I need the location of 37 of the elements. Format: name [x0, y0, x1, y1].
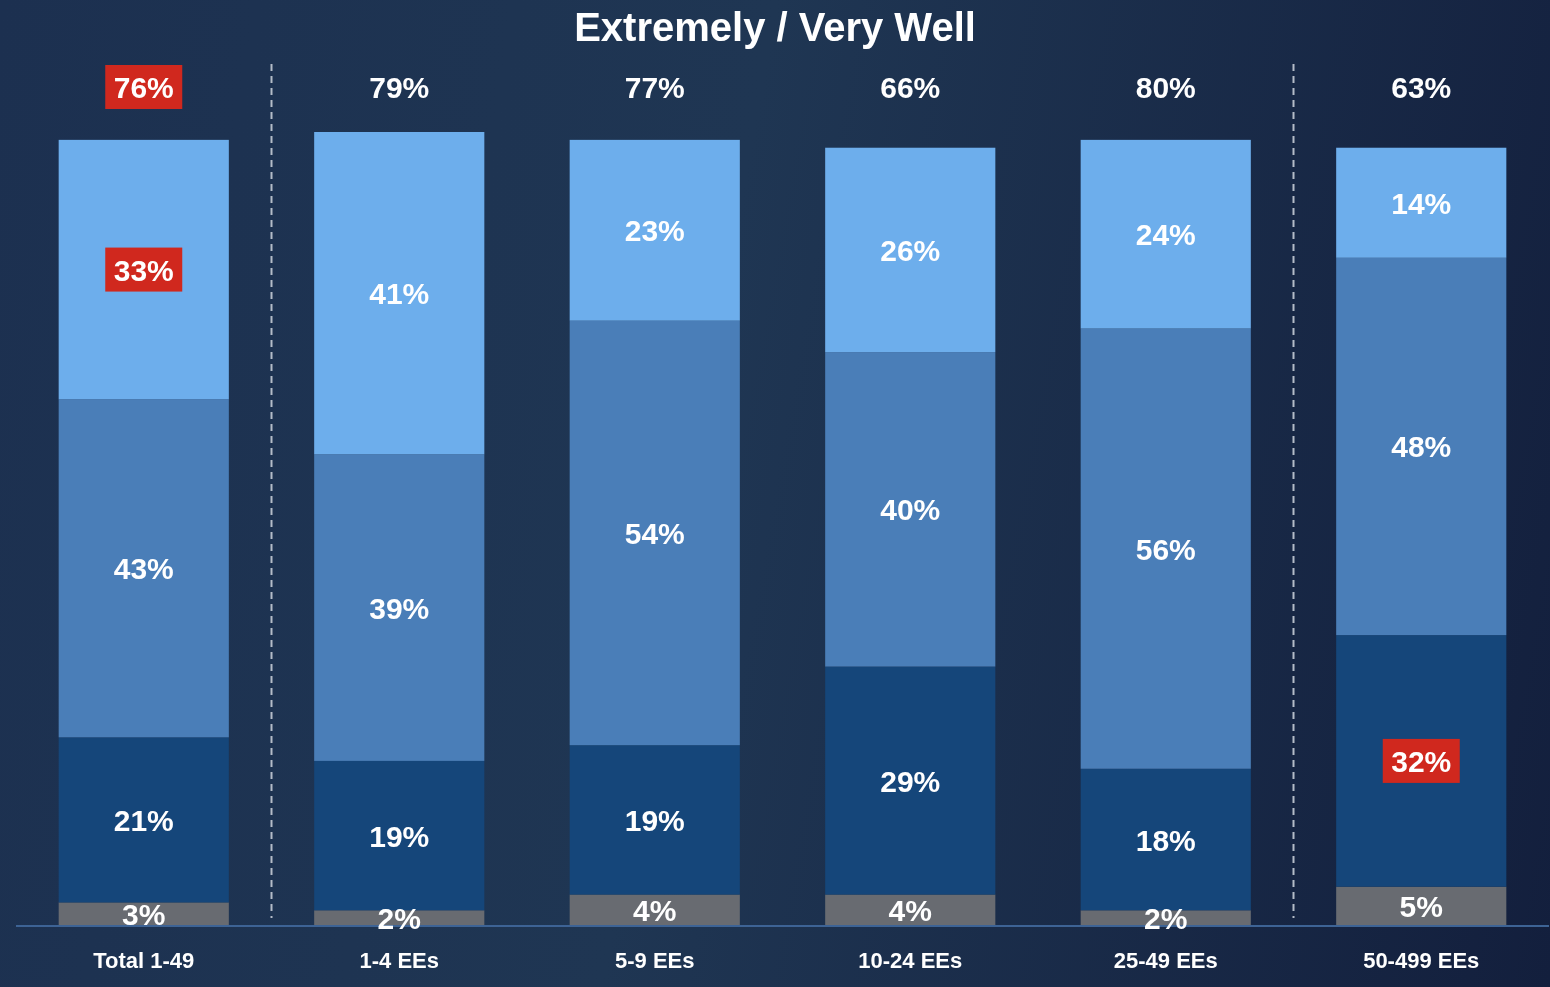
data-label: 54% — [624, 516, 685, 550]
chart-title: Extremely / Very Well — [574, 5, 976, 49]
data-label: 26% — [880, 233, 941, 267]
x-tick-label: 5-9 EEs — [615, 947, 695, 973]
data-label: 14% — [1391, 186, 1452, 220]
annotation: 79% — [369, 70, 430, 104]
data-label: 29% — [880, 764, 941, 798]
x-tick-label: 25-49 EEs — [1113, 947, 1218, 973]
data-label: 24% — [1135, 217, 1196, 251]
data-label: 39% — [369, 591, 430, 625]
annotation: 33% — [113, 253, 174, 287]
data-label: 43% — [113, 551, 174, 585]
text: 76% — [113, 70, 174, 104]
data-label: 40% — [880, 492, 941, 526]
data-label: 3% — [122, 897, 166, 931]
data-label: 5% — [1399, 889, 1443, 923]
data-label: 21% — [113, 803, 174, 837]
data-label: 19% — [369, 819, 430, 853]
data-label: 41% — [369, 276, 430, 310]
data-label: 48% — [1391, 429, 1452, 463]
annotation: 80% — [1135, 70, 1196, 104]
data-label: 2% — [1144, 901, 1188, 935]
data-label: 2% — [377, 901, 421, 935]
data-label: 56% — [1135, 532, 1196, 566]
data-label: 4% — [633, 893, 677, 927]
x-tick-label: 10-24 EEs — [858, 947, 963, 973]
data-label: 18% — [1135, 823, 1196, 857]
annotation: 63% — [1391, 70, 1452, 104]
x-tick-label: Total 1-49 — [93, 947, 195, 973]
x-tick-label: 50-499 EEs — [1363, 947, 1480, 973]
annotation: 77% — [624, 70, 685, 104]
data-label: 4% — [888, 893, 932, 927]
annotation: 66% — [880, 70, 941, 104]
data-label: 23% — [624, 213, 685, 247]
annotation: 32% — [1391, 744, 1452, 778]
x-tick-label: 1-4 EEs — [359, 947, 439, 973]
data-label: 19% — [624, 803, 685, 837]
